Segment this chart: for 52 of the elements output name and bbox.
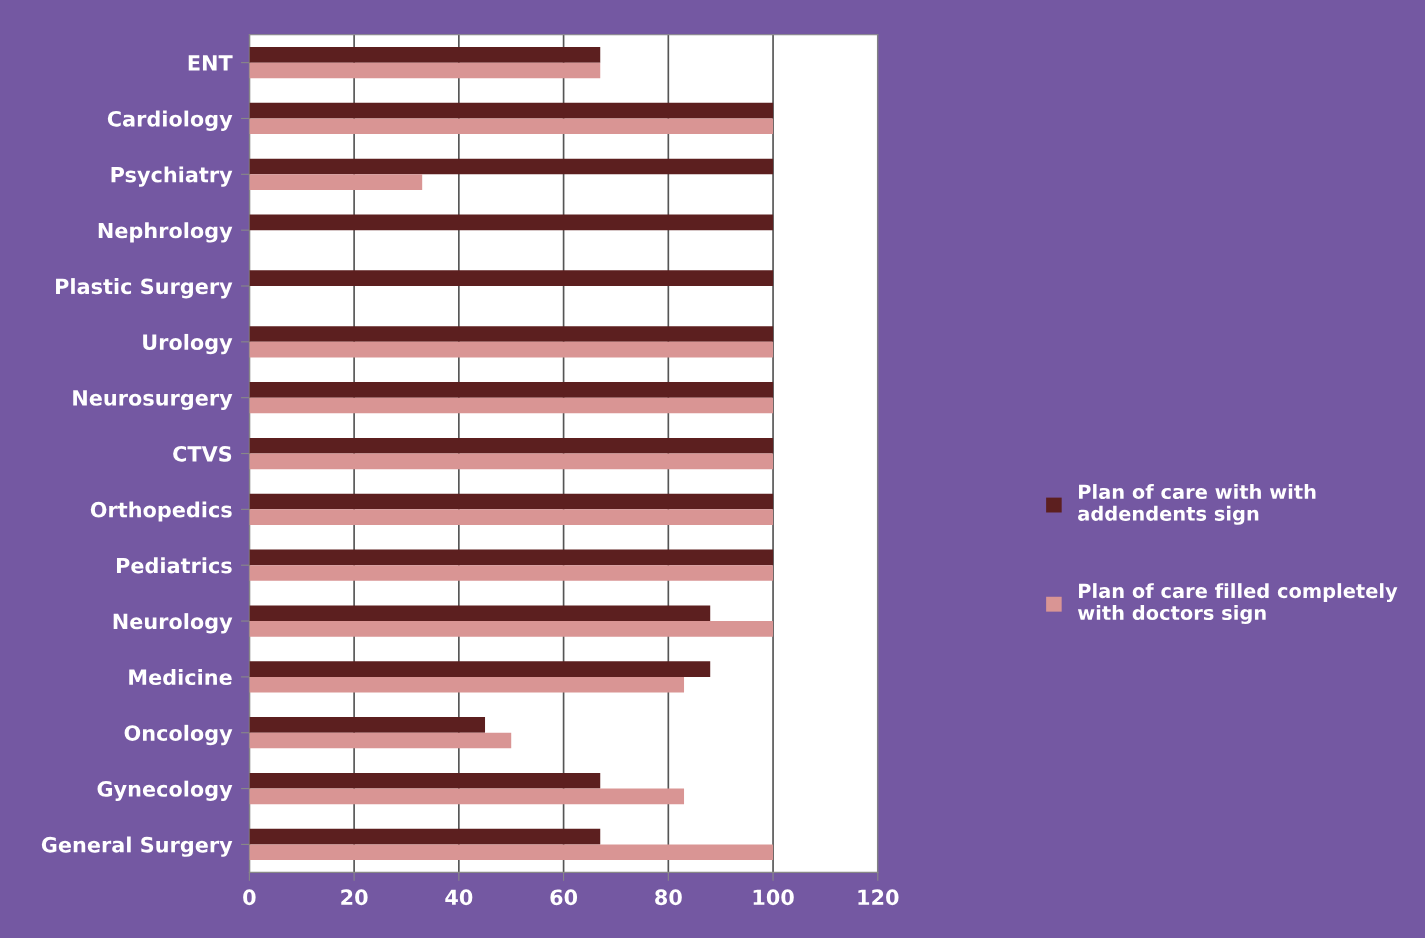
y-tick-label: Medicine xyxy=(129,668,232,686)
y-tick-label: Oncology xyxy=(124,724,233,746)
y-tick-label: Neurosurgery xyxy=(73,390,233,411)
bar xyxy=(249,214,774,231)
x-tick-label: 60 xyxy=(550,889,578,906)
bar xyxy=(249,788,685,805)
bar xyxy=(249,174,423,190)
y-tick-label: Psychiatry xyxy=(111,166,233,187)
legend-label: Plan of care filled completely with doctors sign xyxy=(1077,583,1398,625)
y-tick-label: Gynecology xyxy=(97,780,233,801)
x-tick-label: 120 xyxy=(858,889,899,906)
bar xyxy=(249,549,774,566)
bar xyxy=(249,453,774,470)
bar xyxy=(249,828,601,845)
legend-label: Plan of care with with addendents sign xyxy=(1078,484,1316,525)
y-tick-label: Plastic Surgery xyxy=(56,278,233,299)
x-tick-label: 0 xyxy=(243,889,256,906)
bar xyxy=(249,341,774,358)
x-tick-label: 40 xyxy=(445,889,473,906)
bar xyxy=(249,437,774,454)
bar xyxy=(249,565,774,581)
bar xyxy=(249,732,512,749)
y-tick-label: Neurology xyxy=(113,613,233,634)
bar xyxy=(249,46,601,63)
bar xyxy=(249,605,711,622)
y-tick-label: General Surgery xyxy=(41,836,233,857)
y-tick-label: CTVS xyxy=(173,445,232,462)
bar xyxy=(249,772,601,789)
y-tick-label: ENT xyxy=(188,55,233,71)
bar xyxy=(249,717,486,733)
bar xyxy=(249,158,774,175)
x-tick-label: 20 xyxy=(341,889,368,906)
x-tick-label: 80 xyxy=(655,889,682,906)
bar xyxy=(249,844,774,861)
bar xyxy=(249,102,774,119)
y-tick-label: Orthopedics xyxy=(90,501,232,522)
bar xyxy=(249,62,601,79)
bar xyxy=(249,382,774,398)
bar xyxy=(249,326,774,342)
x-tick-label: 100 xyxy=(753,889,794,906)
bar xyxy=(249,676,685,693)
y-tick-label: Urology xyxy=(143,333,233,355)
y-tick-label: Cardiology xyxy=(107,110,233,131)
bar xyxy=(249,397,774,414)
bar xyxy=(249,270,774,286)
bar xyxy=(249,118,774,135)
bar xyxy=(249,509,774,525)
y-tick-label: Pediatrics xyxy=(116,557,232,574)
bar xyxy=(249,621,774,637)
bar xyxy=(249,493,774,510)
bar xyxy=(249,661,711,677)
y-tick-label: Nephrology xyxy=(98,222,233,243)
